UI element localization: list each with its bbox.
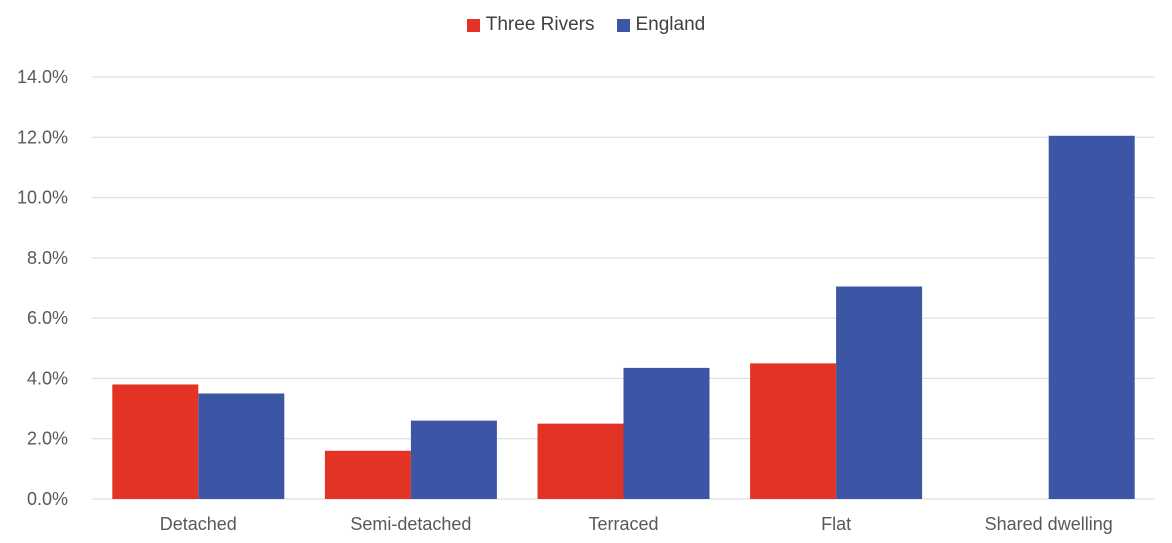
bar	[750, 363, 837, 499]
bar	[623, 367, 710, 499]
y-tick-label: 6.0%	[27, 308, 68, 328]
legend-label-three-rivers: Three Rivers	[485, 14, 595, 35]
chart-legend: Three Rivers England	[0, 10, 1172, 40]
legend-swatch-three-rivers	[466, 18, 480, 32]
y-tick-label: 8.0%	[27, 248, 68, 268]
x-tick-label: Shared dwelling	[985, 514, 1113, 534]
legend-swatch-england	[616, 18, 630, 32]
y-tick-label: 14.0%	[17, 67, 68, 87]
y-tick-label: 4.0%	[27, 368, 68, 388]
y-tick-label: 10.0%	[17, 188, 68, 208]
legend-item-three-rivers: Three Rivers	[466, 14, 595, 36]
legend-label-england: England	[635, 14, 706, 35]
x-tick-label: Flat	[821, 514, 851, 534]
bar	[836, 286, 923, 499]
legend-item-england: England	[616, 14, 706, 36]
bar	[324, 450, 411, 499]
y-tick-label: 12.0%	[17, 127, 68, 147]
bar	[1048, 135, 1135, 499]
bar	[198, 393, 285, 499]
bar	[410, 420, 497, 499]
y-tick-label: 2.0%	[27, 429, 68, 449]
bar	[537, 423, 624, 499]
x-tick-label: Terraced	[588, 514, 658, 534]
x-tick-label: Semi-detached	[350, 514, 471, 534]
bar	[112, 384, 199, 499]
y-tick-label: 0.0%	[27, 489, 68, 509]
x-tick-label: Detached	[160, 514, 237, 534]
